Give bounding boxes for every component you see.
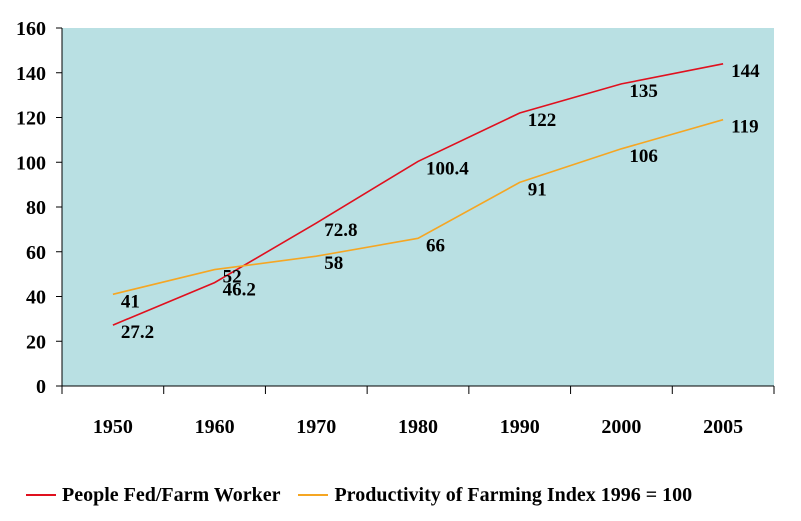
legend-swatch-orange — [298, 494, 329, 496]
data-label-productivity: 52 — [223, 267, 242, 288]
data-label-people-fed: 27.2 — [121, 322, 154, 343]
data-label-people-fed: 122 — [528, 110, 557, 131]
y-tick-label: 40 — [26, 287, 46, 309]
legend: People Fed/Farm Worker Productivity of F… — [26, 480, 796, 510]
x-tick-label: 2000 — [601, 416, 641, 438]
y-tick-label: 100 — [16, 152, 46, 174]
x-tick-label: 1960 — [195, 416, 235, 438]
data-label-productivity: 58 — [324, 253, 343, 274]
y-tick-label: 60 — [26, 242, 46, 264]
data-label-people-fed: 46.2 — [223, 280, 256, 301]
data-label-productivity: 106 — [629, 146, 658, 167]
data-labels: 27.2 46.2 72.8 100.4 122 135 144 41 52 58 66 91 106 1… — [121, 61, 760, 343]
x-tick-label: 2005 — [703, 416, 743, 438]
data-label-productivity: 119 — [731, 117, 758, 138]
data-label-productivity: 41 — [121, 291, 140, 312]
y-tick-label: 120 — [16, 108, 46, 130]
y-tick-label: 80 — [26, 197, 46, 219]
data-label-people-fed: 72.8 — [324, 220, 357, 241]
data-label-people-fed: 100.4 — [426, 158, 469, 179]
legend-item-people-fed: People Fed/Farm Worker — [26, 484, 280, 507]
data-label-productivity: 66 — [426, 235, 445, 256]
x-tick-label: 1950 — [93, 416, 133, 438]
series-line-productivity — [112, 118, 724, 296]
legend-item-productivity: Productivity of Farming Index 1996 = 100 — [298, 484, 692, 507]
legend-swatch-red — [26, 494, 56, 496]
x-tick-label: 1980 — [398, 416, 438, 438]
series-lines — [112, 63, 724, 326]
y-tick-label: 20 — [26, 331, 46, 353]
data-label-people-fed: 135 — [629, 81, 658, 102]
data-label-people-fed: 144 — [731, 61, 760, 82]
y-tick-label: 160 — [16, 18, 46, 40]
x-tick-label: 1970 — [296, 416, 336, 438]
y-axis: 0 20 40 60 80 100 120 140 160 — [16, 18, 63, 398]
legend-label-productivity: Productivity of Farming Index 1996 = 100 — [334, 483, 693, 506]
data-label-productivity: 91 — [528, 179, 547, 200]
x-tick-label: 1990 — [500, 416, 540, 438]
x-axis: 1950 1960 1970 1980 1990 2000 2005 — [61, 385, 775, 438]
plot-area — [62, 28, 774, 386]
y-tick-label: 140 — [16, 63, 46, 85]
legend-label-people-fed: People Fed/Farm Worker — [62, 483, 281, 506]
series-line-people-fed — [112, 63, 724, 326]
y-tick-label: 0 — [36, 376, 46, 398]
